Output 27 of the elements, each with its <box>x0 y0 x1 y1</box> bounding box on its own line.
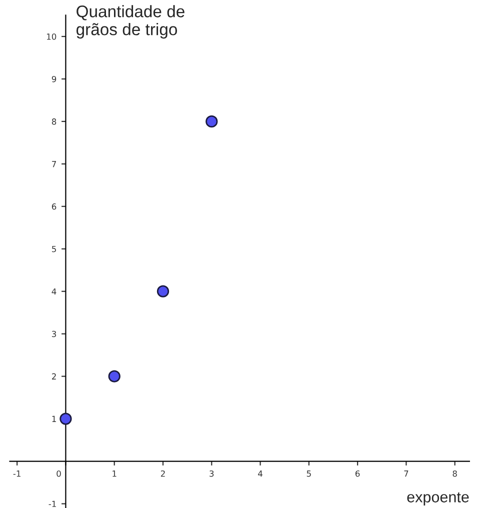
point <box>206 115 218 128</box>
y-axis-title: Quantidade de grãos de trigo <box>76 5 184 39</box>
y-tick-label: 5 <box>52 246 56 252</box>
y-tick-label: 6 <box>52 203 56 210</box>
x-tick-label: 6 <box>355 470 360 477</box>
point <box>60 412 72 425</box>
x-tick-label: 1 <box>112 470 116 477</box>
x-tick-label: 2 <box>160 470 165 477</box>
y-tick-label: 2 <box>52 373 56 380</box>
y-tick-label: 3 <box>52 330 56 338</box>
x-tick-label: 7 <box>404 470 408 477</box>
y-tick-label: 8 <box>52 118 56 125</box>
y-tick-label: 4 <box>52 288 56 295</box>
x-tick-label: 3 <box>210 470 214 477</box>
x-tick-label: -1 <box>13 470 20 477</box>
y-tick-label: 10 <box>47 33 56 40</box>
y-tick-label: 9 <box>52 76 56 82</box>
x-tick-label: 8 <box>452 470 457 477</box>
x-tick-label: 4 <box>258 470 262 477</box>
point <box>108 370 120 382</box>
x-tick-label: 5 <box>306 470 311 477</box>
y-tick-label: 1 <box>52 416 56 422</box>
x-axis-title: expoente <box>407 492 469 506</box>
point <box>156 285 170 298</box>
y-tick-label: 7 <box>52 161 56 168</box>
x-tick-label: 0 <box>56 470 61 477</box>
y-tick-label: -1 <box>48 500 56 507</box>
